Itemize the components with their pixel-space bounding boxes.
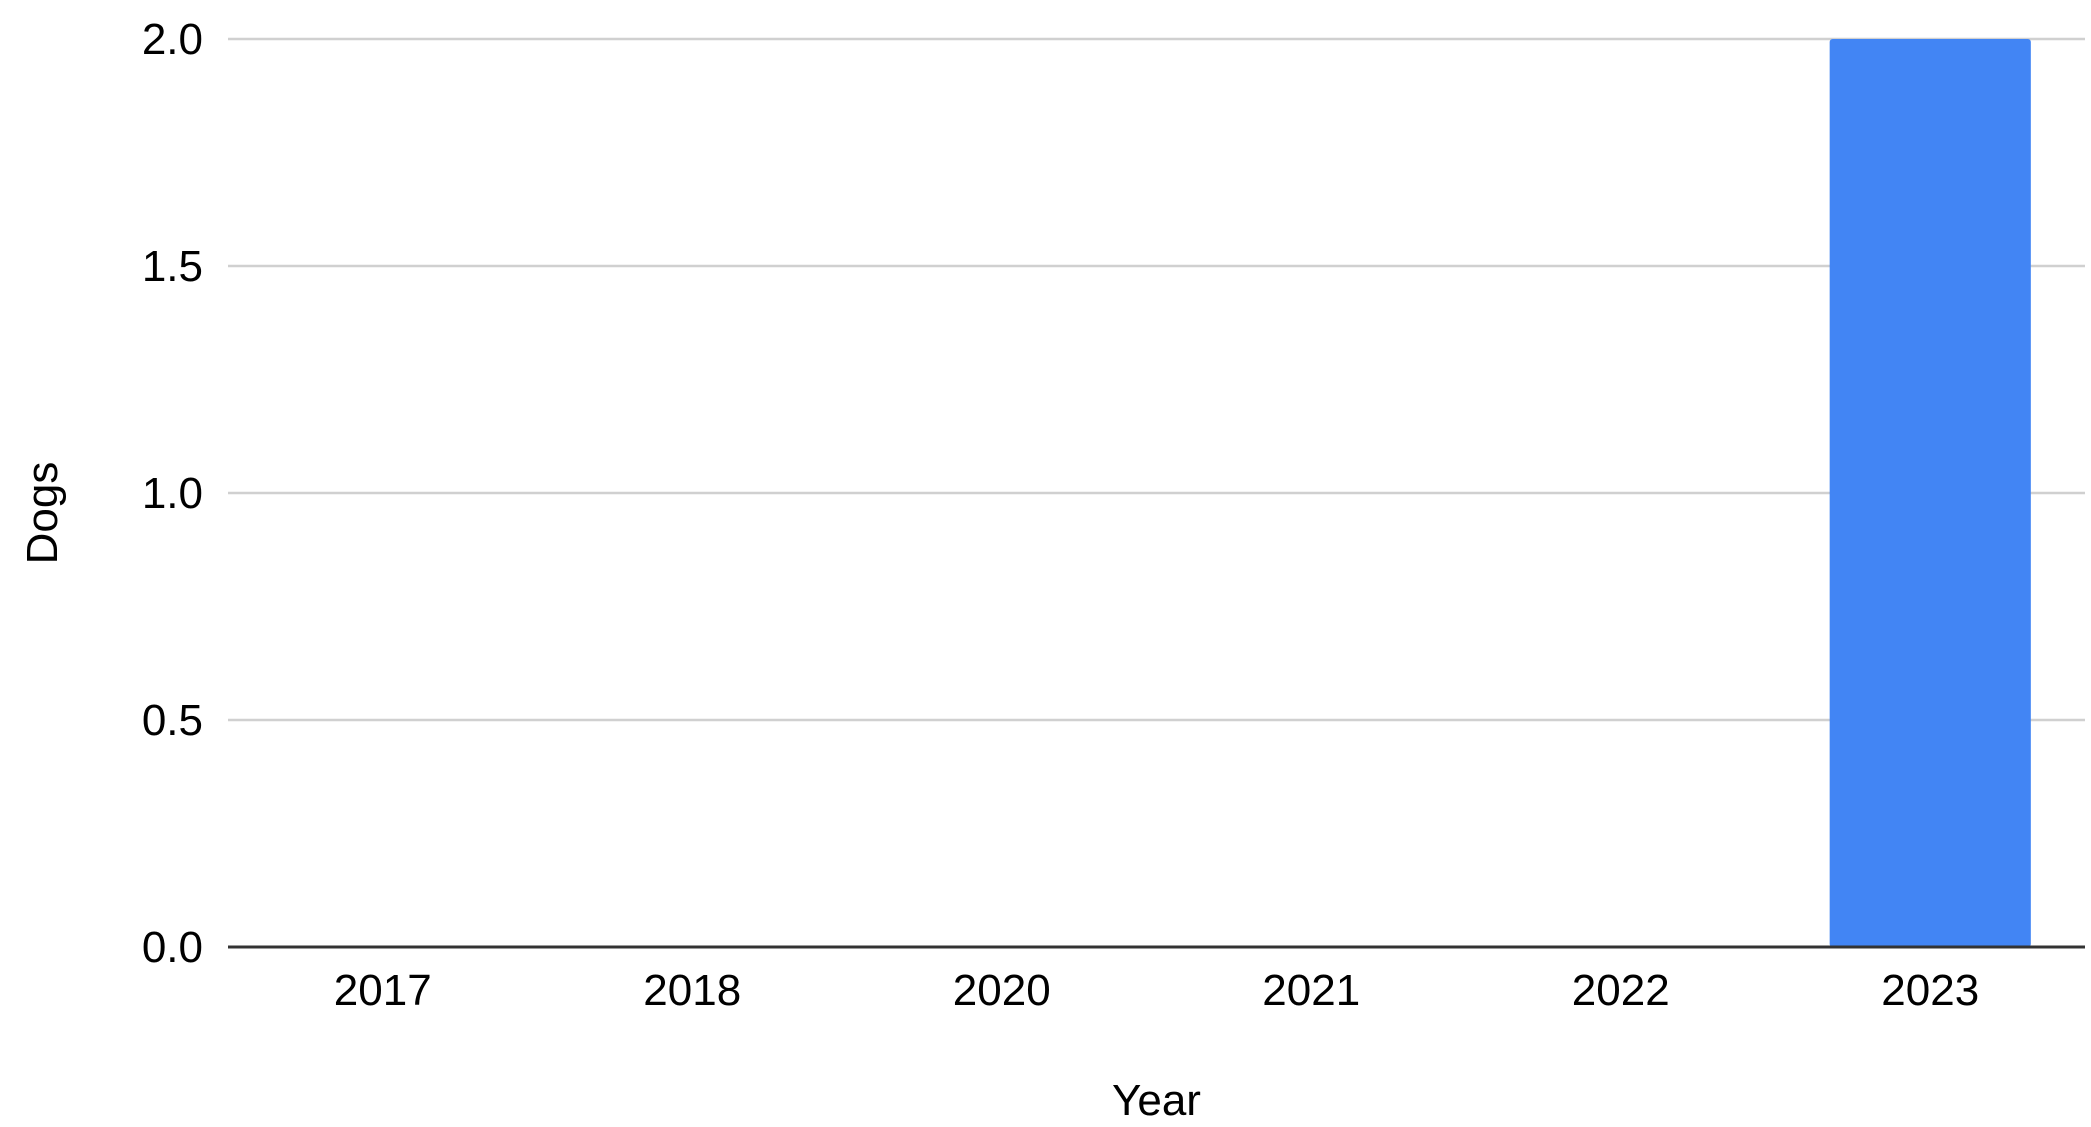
bar-2023 <box>1829 39 2031 947</box>
y-tick-label: 0.5 <box>142 696 203 745</box>
x-tick-label: 2023 <box>1881 966 1979 1015</box>
y-axis-tick-labels: 0.0 0.5 1.0 1.5 2.0 <box>142 15 203 972</box>
x-tick-label: 2022 <box>1572 966 1670 1015</box>
y-tick-label: 2.0 <box>142 15 203 64</box>
x-tick-label: 2020 <box>953 966 1051 1015</box>
x-tick-label: 2021 <box>1262 966 1360 1015</box>
x-tick-label: 2018 <box>643 966 741 1015</box>
y-tick-label: 1.0 <box>142 469 203 518</box>
x-axis-title: Year <box>1112 1076 1201 1125</box>
y-tick-label: 0.0 <box>142 923 203 972</box>
y-axis-title: Dogs <box>18 462 67 565</box>
gridlines <box>228 37 2085 722</box>
bars <box>1829 39 2031 947</box>
y-tick-label: 1.5 <box>142 242 203 291</box>
x-tick-label: 2017 <box>334 966 432 1015</box>
x-axis-tick-labels: 2017 2018 2020 2021 2022 2023 <box>334 966 1979 1015</box>
